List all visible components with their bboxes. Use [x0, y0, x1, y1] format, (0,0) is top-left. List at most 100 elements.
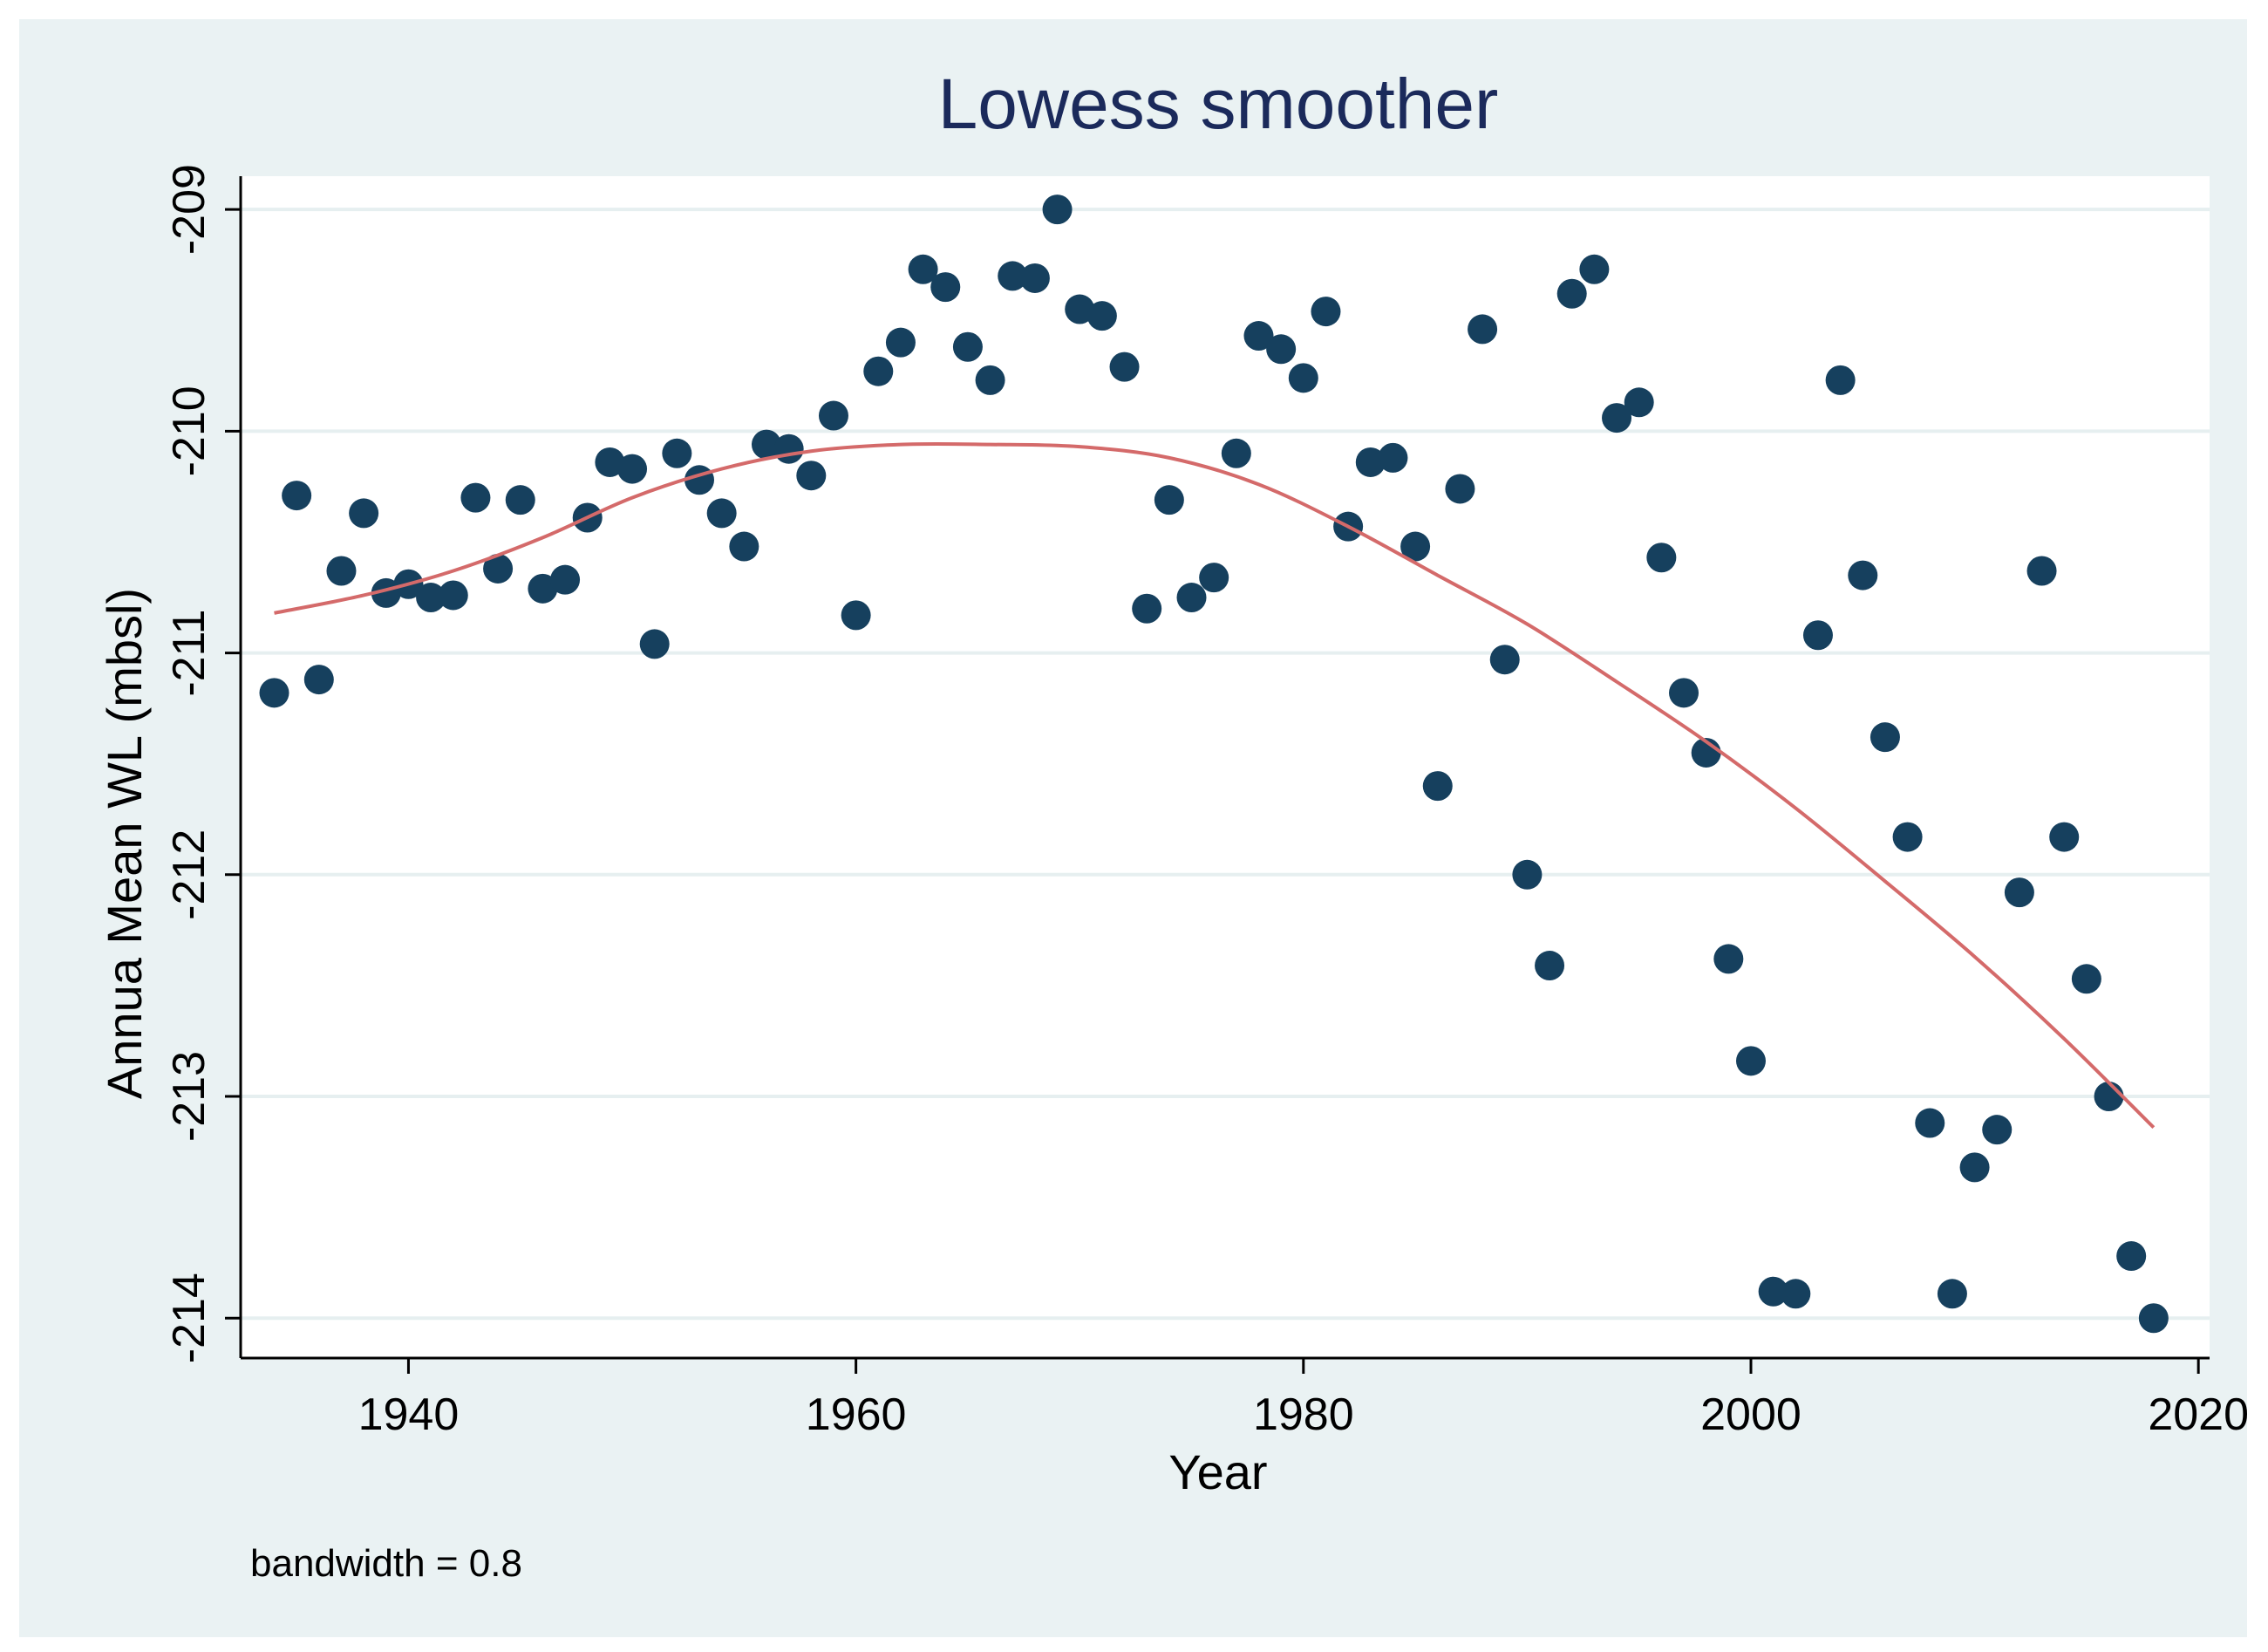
data-point [908, 254, 938, 284]
data-point [1646, 543, 1677, 573]
data-point [706, 498, 737, 529]
data-point [1132, 593, 1162, 624]
data-point [1624, 387, 1654, 418]
data-point [1445, 474, 1475, 504]
data-point [550, 564, 581, 595]
data-point [303, 665, 334, 695]
data-point [595, 447, 625, 477]
data-point [930, 272, 961, 303]
y-tick-label: -213 [164, 1051, 215, 1142]
data-point [1288, 363, 1318, 393]
chart-frame: -209 -210 -211 -212 -213 -214 1940 1960 1980 2000… [19, 19, 2247, 1637]
data-point [1065, 294, 1095, 324]
data-point [1311, 297, 1341, 327]
data-point [1489, 645, 1520, 675]
y-tick-label: -209 [164, 164, 215, 255]
data-point [1535, 951, 1565, 981]
data-point [1713, 944, 1744, 974]
data-point [1848, 560, 1878, 590]
data-point [1735, 1046, 1766, 1076]
data-point [1355, 447, 1386, 477]
data-point [460, 482, 491, 513]
data-point [1221, 438, 1251, 468]
data-point [885, 327, 916, 358]
data-point [1602, 403, 1632, 433]
x-tick-label: 2000 [1700, 1389, 1801, 1440]
data-point [1937, 1279, 1967, 1309]
data-point [998, 261, 1028, 291]
data-point [1378, 442, 1408, 473]
data-point [2026, 556, 2057, 586]
y-tick-label: -211 [164, 609, 215, 696]
x-tick-label: 1980 [1253, 1389, 1354, 1440]
data-point [1758, 1276, 1788, 1307]
data-point [818, 400, 848, 431]
data-point [1802, 620, 1833, 651]
data-point [1959, 1152, 1990, 1183]
data-point [1154, 485, 1184, 515]
data-point [617, 454, 648, 484]
data-point [483, 553, 514, 584]
data-point [1400, 531, 1431, 562]
data-point [1669, 678, 1699, 708]
plot-area [241, 176, 2210, 1358]
data-point [662, 438, 692, 468]
data-point [282, 481, 312, 511]
bandwidth-note: bandwidth = 0.8 [250, 1542, 522, 1585]
data-point [2071, 964, 2101, 994]
data-point [796, 461, 827, 491]
data-point [416, 583, 446, 613]
data-point [2094, 1082, 2124, 1112]
data-point [1512, 859, 1543, 890]
chart-title: Lowess smoother [938, 65, 1499, 144]
x-tick-label: 1960 [806, 1389, 907, 1440]
data-point [326, 556, 357, 586]
y-axis-label: Annua Mean WL (mbsl) [97, 588, 152, 1099]
data-point [1579, 254, 1610, 284]
data-point [639, 629, 670, 659]
data-point [1422, 771, 1453, 802]
gridlines [241, 208, 2210, 1321]
data-point [1109, 352, 1140, 382]
data-point [863, 356, 894, 386]
x-tick-label: 2020 [2148, 1389, 2247, 1440]
scatter-points [259, 195, 2169, 1334]
x-tick-label: 1940 [358, 1389, 460, 1440]
data-point [1243, 321, 1274, 352]
data-point [1468, 314, 1498, 345]
y-tick-label: -210 [164, 386, 215, 476]
data-point [2049, 822, 2080, 852]
data-point [729, 531, 759, 562]
data-point [1982, 1115, 2013, 1145]
data-point [952, 331, 983, 362]
data-point [773, 433, 804, 464]
lowess-smoother-line [274, 441, 2156, 1130]
data-point [1086, 301, 1117, 331]
data-point [975, 365, 1005, 395]
x-axis-label: Year [1168, 1444, 1267, 1499]
data-point [751, 429, 781, 460]
data-point [349, 498, 379, 529]
data-point [684, 465, 715, 495]
data-point [371, 577, 401, 608]
data-point [1781, 1279, 1811, 1309]
data-point [2138, 1303, 2169, 1334]
data-point [438, 580, 468, 611]
data-point [1019, 263, 1050, 293]
data-point [1042, 195, 1073, 225]
data-point [259, 678, 289, 708]
data-point [2116, 1241, 2147, 1272]
data-point [1915, 1108, 1945, 1138]
data-point [1199, 563, 1229, 593]
data-point [1870, 722, 1900, 753]
y-tick-label: -214 [164, 1273, 215, 1363]
data-point [2004, 877, 2034, 908]
data-point [841, 600, 871, 631]
y-tick-label: -212 [164, 829, 215, 920]
data-point [528, 573, 558, 604]
data-point [505, 485, 535, 515]
axis-ticks: -209 -210 -211 -212 -213 -214 1940 1960 1980 2000… [164, 164, 2247, 1440]
data-point [1825, 365, 1856, 395]
data-point [1176, 583, 1207, 613]
data-point [1892, 822, 1923, 852]
